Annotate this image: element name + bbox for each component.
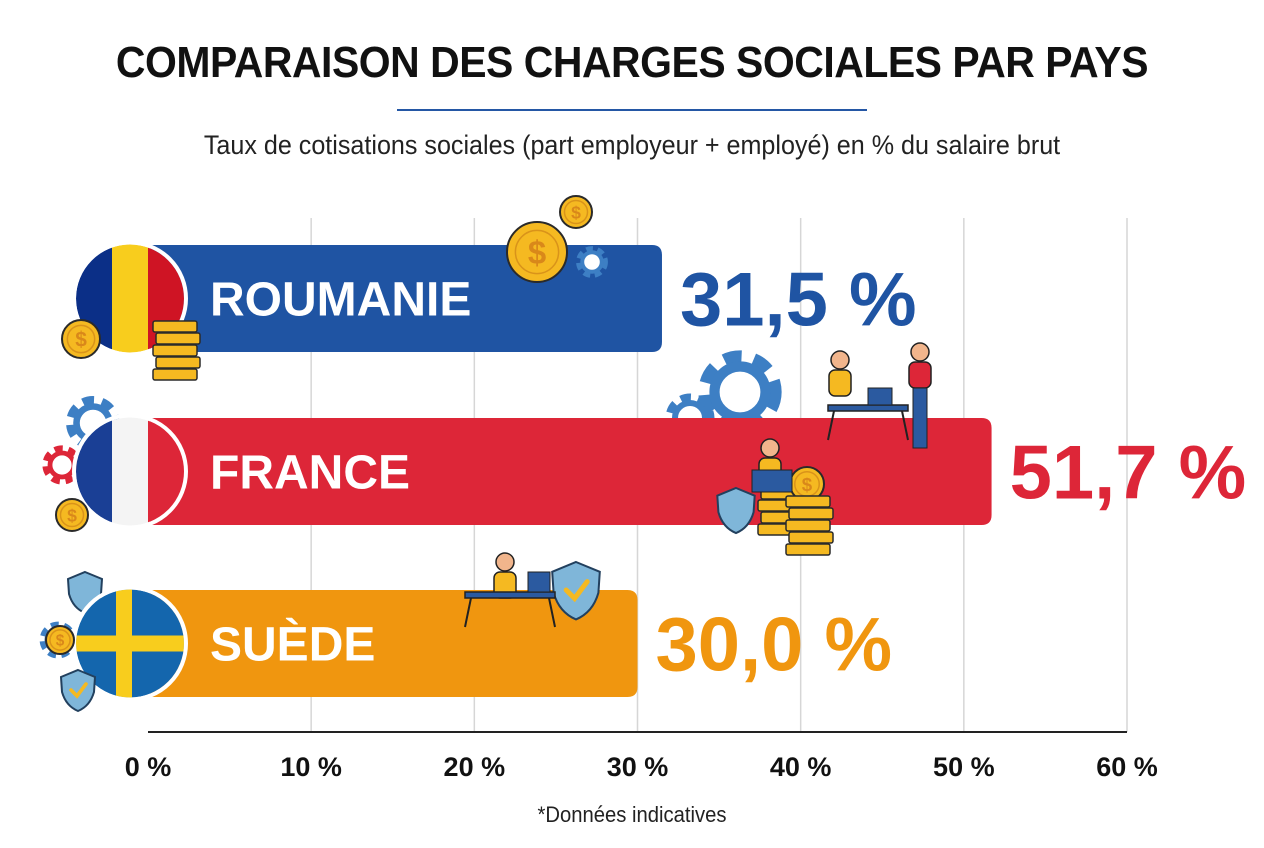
gear-teeth (576, 246, 608, 278)
person-torso (908, 361, 932, 389)
bar-value-label: 31,5 % (680, 258, 917, 343)
gear-teeth (698, 350, 782, 434)
flag-border (72, 413, 188, 530)
gear-body (580, 250, 604, 274)
coin-layer (152, 368, 198, 381)
bar-category-label: ROUMANIE (210, 274, 471, 327)
coin-icon: $ (55, 498, 89, 532)
dollar-sign: $ (571, 202, 581, 222)
x-tick-label: 0 % (125, 752, 172, 782)
laptop-icon (867, 387, 893, 406)
check-mark (563, 579, 590, 603)
shield-icon (716, 486, 756, 535)
person-head (495, 552, 515, 572)
person-head (830, 350, 850, 370)
person-icon (828, 350, 852, 397)
coin-icon: $ (61, 319, 101, 359)
person-head (760, 438, 780, 458)
gear-body (709, 361, 771, 423)
person-torso (828, 369, 852, 397)
x-tick-label: 20 % (444, 752, 506, 782)
coin-rim (563, 199, 589, 225)
desk-leg (901, 410, 909, 441)
desk-leg (548, 597, 556, 628)
laptop-icon (527, 571, 551, 593)
check-mark (69, 682, 88, 699)
chart-subtitle: Taux de cotisations sociales (part emplo… (203, 130, 1061, 160)
bar-suède (150, 590, 638, 697)
coin-icon: $ (559, 195, 593, 229)
coin-layer (785, 543, 831, 556)
bar-value-label: 30,0 % (656, 603, 893, 688)
person-icon (908, 342, 932, 389)
coin-layer (788, 531, 834, 544)
dollar-sign: $ (67, 505, 77, 525)
coin-layer (788, 507, 834, 520)
shield-body (59, 668, 97, 713)
x-tick-label: 10 % (280, 752, 342, 782)
dollar-sign: $ (528, 234, 546, 271)
flag-stripes (76, 417, 184, 526)
laptop-icon (751, 469, 793, 493)
dollar-sign: $ (802, 474, 813, 495)
coin-rim (59, 502, 85, 528)
flag-cross-v (116, 589, 132, 698)
coin-stack-icon (152, 320, 201, 381)
x-tick-label: 60 % (1096, 752, 1158, 782)
footnote: *Données indicatives (537, 802, 727, 827)
coin-rim (66, 324, 96, 354)
x-tick-label: 30 % (607, 752, 669, 782)
coin-layer (155, 356, 201, 369)
x-tick-label: 40 % (770, 752, 832, 782)
coin-rim (514, 229, 560, 275)
title-divider (397, 109, 867, 111)
bar-category-label: SUÈDE (210, 618, 375, 672)
desk-leg (827, 410, 835, 441)
desk-icon (464, 591, 556, 628)
coin-layer (785, 495, 831, 508)
chart-title: COMPARAISON DES CHARGES SOCIALES PAR PAY… (115, 38, 1149, 87)
dollar-sign: $ (75, 329, 87, 352)
coin-rim (49, 629, 71, 651)
dollar-sign: $ (56, 633, 65, 650)
coin-layer (785, 519, 831, 532)
shield-icon (59, 668, 97, 713)
person-legs (912, 387, 928, 449)
bar-value-label: 51,7 % (1010, 431, 1247, 516)
flag-yellow (112, 244, 148, 353)
desk-top (464, 591, 556, 599)
coin-layer (155, 332, 201, 345)
coin-icon: $ (506, 221, 568, 283)
coin-layer (152, 344, 198, 357)
coin-stack-icon (785, 495, 834, 556)
desk-top (827, 404, 909, 412)
coin-icon: $ (45, 625, 75, 655)
coin-layer (152, 320, 198, 333)
x-tick-label: 50 % (933, 752, 995, 782)
bar-category-label: FRANCE (210, 447, 410, 500)
gear-body (47, 450, 77, 480)
gear-icon (576, 246, 608, 278)
desk-leg (464, 597, 472, 628)
france-flag-icon (72, 413, 188, 530)
flag-border (72, 240, 188, 357)
gear-icon (698, 350, 782, 434)
shield-body (716, 486, 756, 535)
person-head (910, 342, 930, 362)
sweden-flag-icon (72, 585, 188, 702)
flag-white (112, 417, 148, 526)
